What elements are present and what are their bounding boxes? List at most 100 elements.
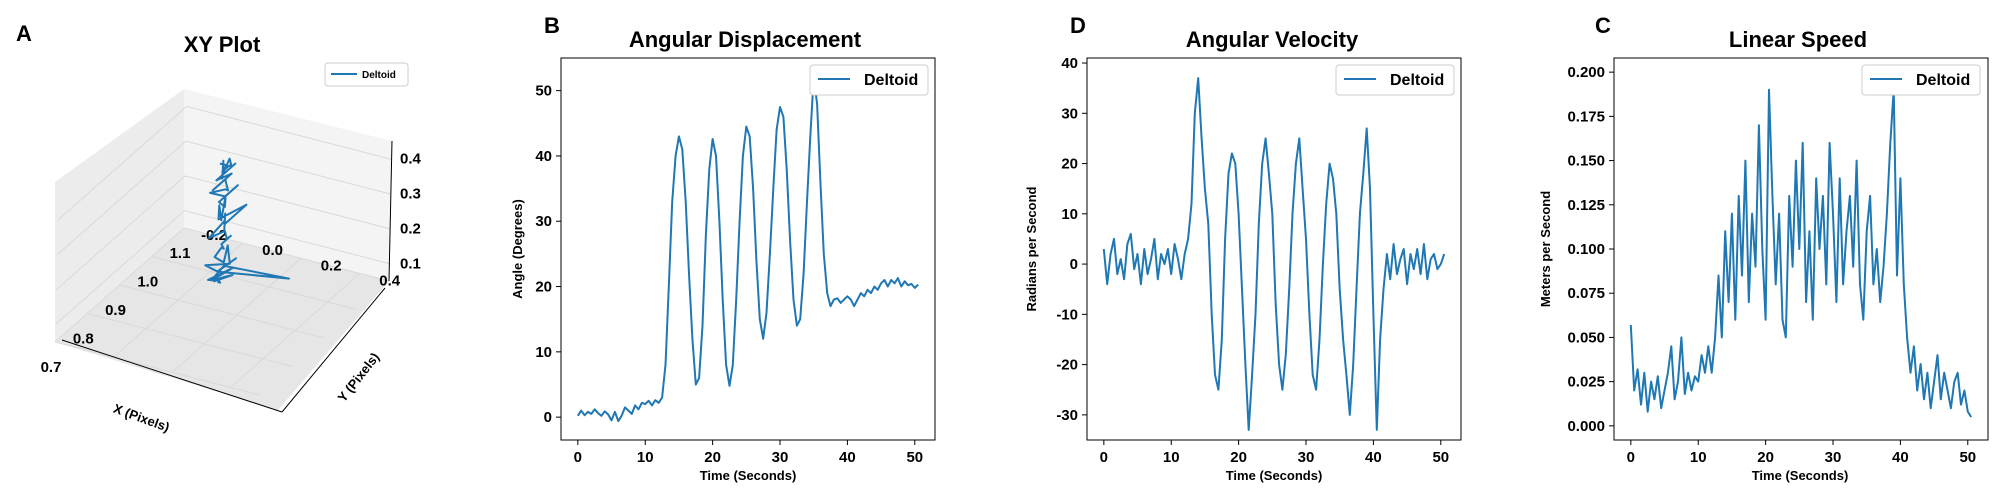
xy-back-pane (184, 89, 392, 281)
xy-grid-line-x (119, 284, 325, 339)
angdisp-legend-box (809, 64, 929, 96)
angdisp-plot-frame (560, 57, 936, 441)
angvel-y-axis-label: Radians per Second (1024, 186, 1039, 311)
angdisp-y-tick-label: 10 (535, 344, 552, 361)
xy-y-tick-label: 0.4 (379, 272, 401, 289)
linspeed-y-tick-label: 0.150 (1567, 153, 1605, 170)
angdisp-x-tick-label: 30 (772, 449, 789, 466)
panel-xy-plot: A XY Plot 0.70.80.91.01.1-0.20.00.20.40.… (16, 21, 422, 435)
xy-grid-line-z (57, 105, 392, 221)
xy-grid-line-y (54, 227, 185, 343)
angdisp-ticks: 0 10 20 30 40 50 0 10 20 30 40 50 (535, 83, 923, 466)
linspeed-y-axis-label: Meters per Second (1538, 191, 1553, 307)
linspeed-plot-frame (1613, 57, 1989, 441)
linspeed-legend-box (1861, 64, 1981, 96)
xy-grid-line-z (55, 210, 390, 325)
panel-linear-speed: C Linear Speed 0 10 20 30 40 50 0.000 0.025 0.05… (1538, 13, 1989, 483)
xy-x-tick-label: 1.1 (170, 245, 191, 262)
angdisp-x-axis-label: Time (Seconds) (700, 468, 797, 483)
panel-letter-a: A (16, 21, 32, 46)
xy-x-tick-label: 1.0 (137, 274, 158, 291)
linspeed-series-line (1629, 88, 1973, 418)
angvel-x-tick-label: 40 (1365, 449, 1382, 466)
angvel-y-tick-label: 20 (1061, 156, 1078, 173)
xy-grid (54, 105, 392, 396)
linspeed-legend-label: Deltoid (1916, 72, 1970, 89)
xy-grid-line-x (87, 313, 293, 367)
angvel-legend: Deltoid (1335, 64, 1455, 96)
linspeed-x-tick-label: 20 (1757, 449, 1774, 466)
xy-legend-box (324, 62, 409, 87)
xy-legend-label: Deltoid (362, 70, 396, 81)
angvel-y-tick-label: 10 (1061, 206, 1078, 223)
xy-grid-line-z (55, 175, 391, 291)
angdisp-y-tick-label: 20 (535, 279, 552, 296)
xy-grid-line-x (54, 341, 261, 396)
xy-z-tick-label: 0.3 (400, 186, 421, 203)
xy-x-tick-label: 0.7 (41, 359, 62, 376)
linspeed-x-tick-label: 30 (1825, 449, 1842, 466)
angdisp-y-tick-label: 40 (535, 148, 552, 165)
angdisp-x-tick-label: 10 (637, 449, 654, 466)
angdisp-x-tick-label: 0 (574, 449, 582, 466)
xy-z-axis-line (388, 140, 393, 282)
panel-letter-c: C (1595, 13, 1611, 38)
xy-y-tick-label: 0.2 (321, 257, 342, 274)
angdisp-y-tick-label: 30 (535, 213, 552, 230)
linspeed-ticks: 0 10 20 30 40 50 0.000 0.025 0.050 0.075 0.100 0.12… (1567, 64, 1976, 466)
linspeed-legend: Deltoid (1861, 64, 1981, 96)
linspeed-y-tick-label: 0.125 (1567, 197, 1605, 214)
angdisp-y-tick-label: 50 (535, 83, 552, 100)
xy-z-tick-label: 0.1 (400, 256, 421, 273)
angdisp-x-tick-label: 20 (704, 449, 721, 466)
angvel-legend-box (1335, 64, 1455, 96)
angvel-x-tick-label: 10 (1163, 449, 1180, 466)
linspeed-x-axis-label: Time (Seconds) (1752, 468, 1849, 483)
angvel-y-tick-label: -10 (1056, 306, 1078, 323)
angvel-y-tick-label: 0 (1070, 256, 1078, 273)
xy-y-axis-line (281, 287, 386, 413)
xy-x-axis-line (61, 339, 283, 413)
angdisp-x-tick-label: 50 (906, 449, 923, 466)
panel-letter-d: D (1070, 13, 1086, 38)
angvel-y-tick-label: 30 (1061, 105, 1078, 122)
angvel-x-tick-label: 0 (1100, 449, 1108, 466)
angdisp-x-tick-label: 40 (839, 449, 856, 466)
panel-angular-displacement: B Angular Displacement 0 10 20 30 40 50 0 10 20 3… (510, 13, 936, 483)
angvel-series-line (1102, 77, 1446, 431)
angdisp-legend-label: Deltoid (864, 72, 918, 89)
xy-legend: Deltoid (324, 62, 409, 87)
angvel-x-tick-label: 20 (1230, 449, 1247, 466)
angdisp-y-tick-label: 0 (544, 409, 552, 426)
angvel-y-tick-label: -20 (1056, 357, 1078, 374)
linspeed-y-tick-label: 0.050 (1567, 329, 1605, 346)
linspeed-y-tick-label: 0.100 (1567, 241, 1605, 258)
xy-series-line (204, 157, 290, 284)
linspeed-x-tick-label: 10 (1690, 449, 1707, 466)
linspeed-title: Linear Speed (1729, 27, 1867, 52)
angdisp-title: Angular Displacement (629, 27, 862, 52)
angdisp-legend: Deltoid (809, 64, 929, 96)
xy-left-pane (55, 89, 184, 342)
angdisp-series-line (576, 76, 919, 423)
linspeed-y-tick-label: 0.075 (1567, 285, 1605, 302)
xy-grid-line-y (113, 242, 243, 358)
xy-plot-title: XY Plot (184, 32, 261, 57)
panel-angular-velocity: D Angular Velocity 0 10 20 30 40 50-30-20-100… (1024, 13, 1462, 483)
angvel-legend-label: Deltoid (1390, 72, 1444, 89)
xy-x-tick-label: 0.8 (73, 331, 94, 348)
xy-grid-line-x (183, 227, 390, 282)
angvel-ticks: 0 10 20 30 40 50 -30 -20 -10 0 10 20 30 40 (1056, 55, 1449, 466)
angvel-x-tick-label: 30 (1298, 449, 1315, 466)
xy-z-tick-label: 0.2 (400, 221, 421, 238)
angvel-plot-frame (1086, 57, 1462, 441)
angvel-y-tick-label: -30 (1056, 407, 1078, 424)
linspeed-x-tick-label: 50 (1959, 449, 1976, 466)
linspeed-x-tick-label: 40 (1892, 449, 1909, 466)
linspeed-y-tick-label: 0.000 (1567, 418, 1605, 435)
xy-x-tick-label: 0.9 (105, 302, 126, 319)
xy-grid-line-y (230, 273, 361, 388)
xy-grid-line-z (56, 140, 392, 256)
xy-floor-pane (55, 228, 389, 410)
